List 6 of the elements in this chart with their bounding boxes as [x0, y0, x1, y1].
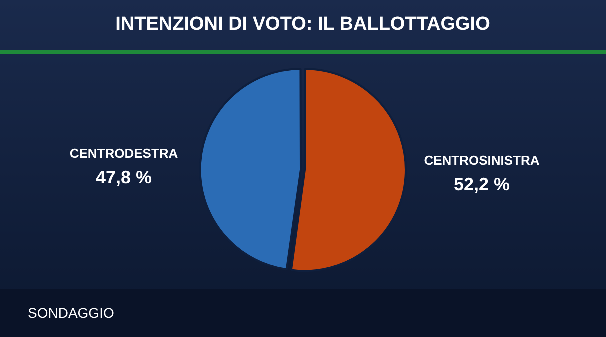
chart-title: INTENZIONI DI VOTO: IL BALLOTTAGGIO [0, 0, 606, 54]
slice-label: CENTROSINISTRA [424, 152, 540, 168]
slice-label: CENTRODESTRA [70, 146, 179, 162]
data-label: 47,8 % [96, 168, 152, 188]
text: SONDAGGIO [28, 305, 114, 321]
data-label: 52,2 % [454, 174, 510, 194]
